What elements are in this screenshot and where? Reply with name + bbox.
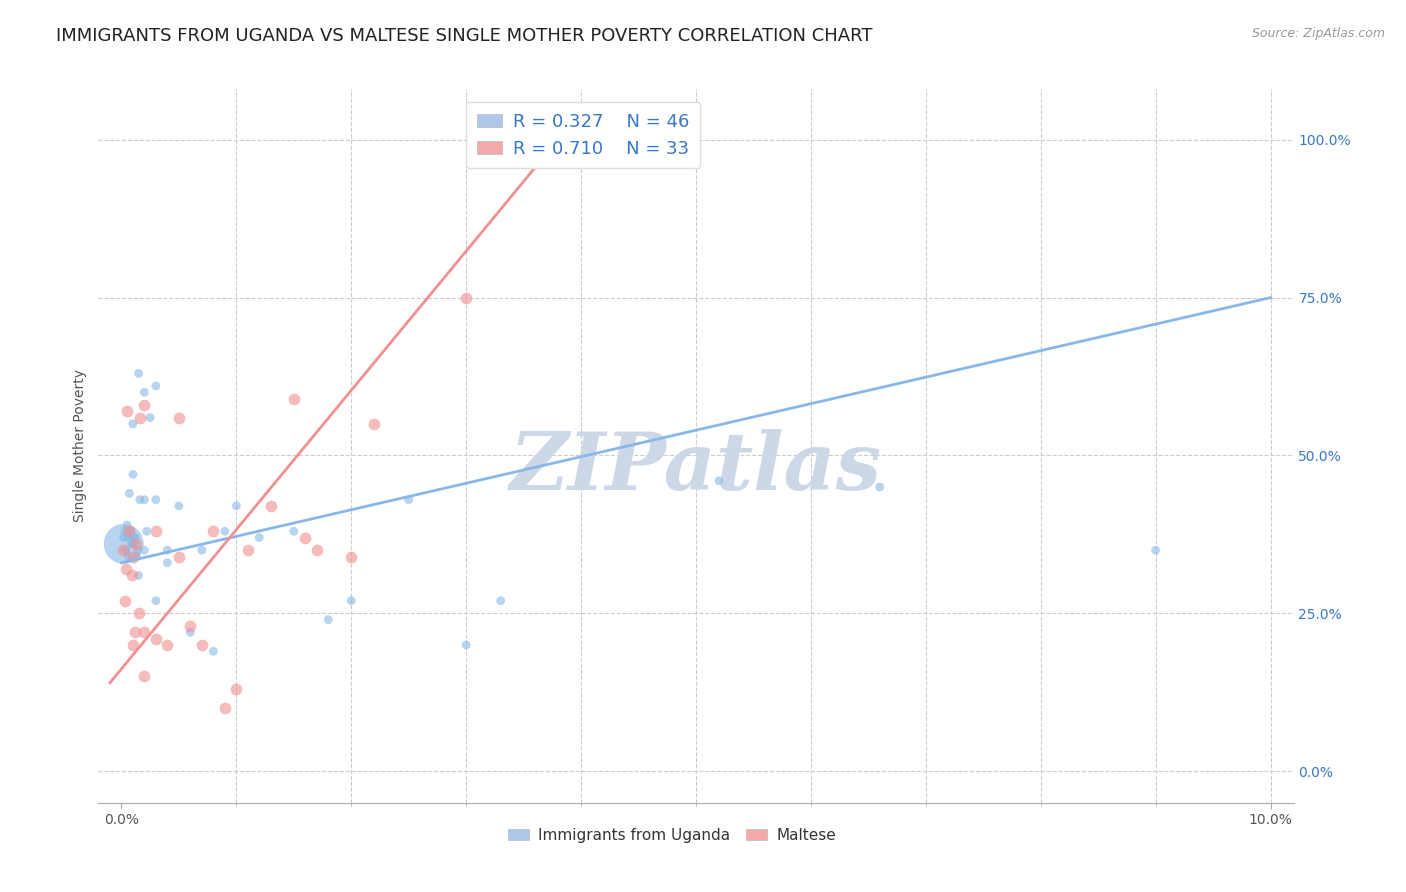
Point bbox=[167, 410, 190, 425]
Point bbox=[128, 367, 150, 381]
Point bbox=[118, 486, 141, 500]
Point bbox=[134, 398, 156, 412]
Point bbox=[117, 531, 139, 545]
Point bbox=[398, 492, 420, 507]
Point bbox=[283, 524, 305, 539]
Point bbox=[456, 291, 478, 305]
Point bbox=[363, 417, 385, 431]
Point bbox=[139, 410, 162, 425]
Point bbox=[114, 593, 136, 607]
Point bbox=[115, 517, 138, 532]
Point bbox=[122, 638, 145, 652]
Point bbox=[134, 385, 156, 400]
Point bbox=[869, 480, 891, 494]
Point bbox=[191, 543, 214, 558]
Point bbox=[283, 392, 305, 406]
Point bbox=[156, 543, 179, 558]
Point bbox=[122, 417, 145, 431]
Point bbox=[489, 593, 512, 607]
Point bbox=[118, 524, 141, 539]
Point bbox=[121, 568, 143, 582]
Point bbox=[1144, 543, 1167, 558]
Point bbox=[128, 492, 150, 507]
Point bbox=[128, 410, 150, 425]
Point bbox=[225, 682, 247, 697]
Point bbox=[316, 613, 339, 627]
Point bbox=[112, 531, 135, 545]
Point bbox=[125, 549, 148, 564]
Point bbox=[191, 638, 214, 652]
Point bbox=[115, 562, 138, 576]
Point bbox=[260, 499, 283, 513]
Point bbox=[134, 492, 156, 507]
Point bbox=[456, 638, 478, 652]
Point bbox=[145, 492, 167, 507]
Text: Source: ZipAtlas.com: Source: ZipAtlas.com bbox=[1251, 27, 1385, 40]
Point bbox=[145, 379, 167, 393]
Point bbox=[115, 543, 138, 558]
Point bbox=[156, 638, 179, 652]
Point bbox=[179, 625, 201, 640]
Legend: Immigrants from Uganda, Maltese: Immigrants from Uganda, Maltese bbox=[502, 822, 842, 848]
Point bbox=[214, 524, 236, 539]
Point bbox=[135, 524, 157, 539]
Point bbox=[115, 404, 138, 418]
Point bbox=[340, 593, 363, 607]
Point bbox=[134, 625, 156, 640]
Point bbox=[124, 531, 146, 545]
Point bbox=[114, 524, 136, 539]
Point bbox=[122, 549, 145, 564]
Text: ZIPatlas: ZIPatlas bbox=[510, 429, 882, 506]
Point bbox=[214, 701, 236, 715]
Y-axis label: Single Mother Poverty: Single Mother Poverty bbox=[73, 369, 87, 523]
Point bbox=[707, 474, 730, 488]
Point bbox=[124, 625, 146, 640]
Point bbox=[202, 644, 225, 658]
Point bbox=[121, 537, 143, 551]
Text: IMMIGRANTS FROM UGANDA VS MALTESE SINGLE MOTHER POVERTY CORRELATION CHART: IMMIGRANTS FROM UGANDA VS MALTESE SINGLE… bbox=[56, 27, 873, 45]
Point bbox=[117, 549, 139, 564]
Point bbox=[122, 537, 145, 551]
Point bbox=[128, 568, 150, 582]
Point bbox=[202, 524, 225, 539]
Point bbox=[167, 549, 190, 564]
Point bbox=[122, 531, 145, 545]
Point bbox=[145, 593, 167, 607]
Point bbox=[134, 669, 156, 683]
Point bbox=[134, 543, 156, 558]
Point bbox=[179, 619, 201, 633]
Point bbox=[128, 607, 150, 621]
Point bbox=[156, 556, 179, 570]
Point bbox=[225, 499, 247, 513]
Point bbox=[122, 467, 145, 482]
Point bbox=[167, 499, 190, 513]
Point bbox=[127, 543, 149, 558]
Point bbox=[120, 524, 142, 539]
Point bbox=[145, 524, 167, 539]
Point bbox=[112, 537, 135, 551]
Point bbox=[145, 632, 167, 646]
Point bbox=[247, 531, 270, 545]
Point bbox=[125, 537, 148, 551]
Point bbox=[305, 543, 328, 558]
Point bbox=[294, 531, 316, 545]
Point bbox=[340, 549, 363, 564]
Point bbox=[236, 543, 259, 558]
Point bbox=[111, 543, 134, 558]
